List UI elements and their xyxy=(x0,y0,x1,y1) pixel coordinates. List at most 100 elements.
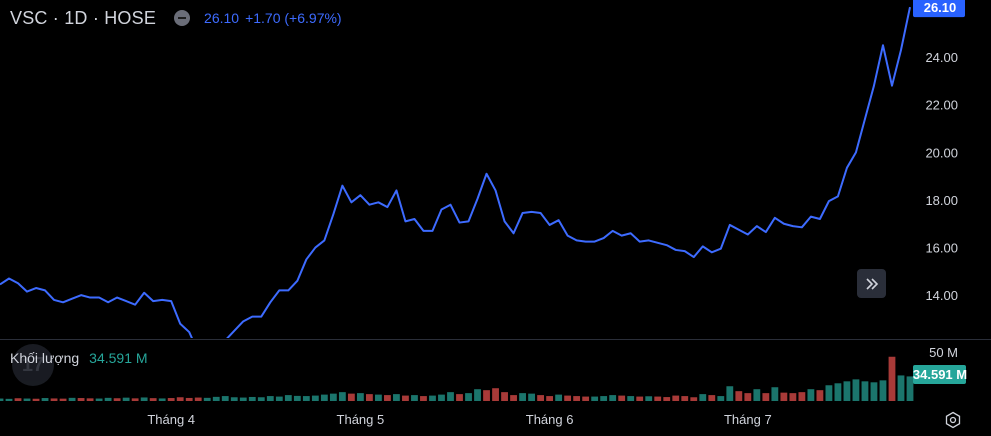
double-chevron-right-icon[interactable] xyxy=(857,269,886,298)
volume-bar xyxy=(726,386,734,401)
last-price: 26.10 xyxy=(204,10,240,26)
volume-bar xyxy=(546,396,554,401)
volume-bar xyxy=(780,392,788,401)
volume-label: Khối lượng xyxy=(10,350,80,366)
volume-bar xyxy=(167,398,175,401)
volume-bar xyxy=(158,398,166,401)
symbol-legend: VSC · 1D · HOSE 26.10 +1.70 (+6.97%) xyxy=(10,6,348,30)
volume-bar xyxy=(681,396,689,401)
volume-bar xyxy=(59,398,67,401)
volume-bar xyxy=(843,381,851,401)
volume-bar xyxy=(708,395,716,401)
y-tick-label: 24.00 xyxy=(925,50,958,65)
volume-bar xyxy=(582,396,590,401)
volume-bar xyxy=(239,397,247,401)
volume-bar xyxy=(618,395,626,401)
volume-bar xyxy=(762,393,770,401)
gear-icon[interactable] xyxy=(940,407,966,433)
volume-bar xyxy=(311,395,319,401)
volume-bar xyxy=(528,393,535,402)
volume-bar xyxy=(465,393,472,401)
volume-bar xyxy=(564,395,572,401)
volume-bar xyxy=(176,397,184,401)
volume-bar xyxy=(897,375,905,401)
volume-bar xyxy=(573,396,581,401)
volume-bar xyxy=(789,393,797,401)
volume-bar xyxy=(356,393,364,401)
volume-bar xyxy=(402,395,409,401)
volume-bar xyxy=(140,397,148,401)
volume-bar xyxy=(131,398,139,402)
volume-bar xyxy=(816,390,824,401)
volume-bar xyxy=(221,396,229,401)
volume-y-tick-label: 50 M xyxy=(929,345,958,360)
volume-bar xyxy=(717,396,725,401)
price-line-series xyxy=(0,6,911,338)
volume-bar xyxy=(248,396,256,401)
volume-bar xyxy=(230,397,238,401)
volume-bar xyxy=(14,398,22,401)
volume-bar xyxy=(852,379,860,401)
volume-bar xyxy=(735,391,743,401)
volume-bar xyxy=(456,394,463,401)
volume-bar xyxy=(879,380,887,401)
volume-bar xyxy=(5,398,13,401)
volume-bar xyxy=(302,396,310,401)
volume-bar xyxy=(591,396,599,401)
volume-bar xyxy=(68,397,76,401)
volume-bar xyxy=(122,397,130,401)
volume-bar xyxy=(609,395,617,401)
x-tick-label: Tháng 5 xyxy=(337,412,385,427)
hide-series-icon[interactable] xyxy=(174,10,191,26)
volume-bar xyxy=(510,395,517,401)
volume-bar xyxy=(203,397,211,401)
volume-bar xyxy=(149,398,157,401)
volume-bar xyxy=(501,392,508,401)
symbol-title: VSC · 1D · HOSE xyxy=(10,7,157,28)
volume-bar xyxy=(0,398,4,401)
volume-bar xyxy=(375,394,382,401)
volume-bar xyxy=(338,392,346,401)
volume-bar xyxy=(23,398,31,401)
volume-bar xyxy=(185,397,193,401)
x-tick-label: Tháng 4 xyxy=(147,412,195,427)
last-price-badge xyxy=(913,0,965,18)
y-tick-label: 20.00 xyxy=(925,145,958,160)
volume-bar xyxy=(645,396,653,401)
volume-bar xyxy=(771,387,779,401)
volume-bar xyxy=(95,398,103,401)
volume-bar xyxy=(870,382,878,401)
volume-bar xyxy=(284,395,292,401)
volume-bar xyxy=(411,395,418,401)
volume-bar xyxy=(347,393,355,402)
volume-bar xyxy=(690,397,698,401)
y-tick-label: 22.00 xyxy=(925,98,958,113)
volume-bar xyxy=(366,394,373,401)
volume-bar xyxy=(807,389,815,401)
volume-bar xyxy=(753,389,761,401)
tradingview-logo-icon[interactable]: 17 xyxy=(12,344,54,386)
volume-bar xyxy=(600,396,608,401)
volume-bar xyxy=(420,396,427,401)
x-tick-label: Tháng 6 xyxy=(526,412,574,427)
volume-value: 34.591 M xyxy=(89,350,148,366)
volume-bar xyxy=(320,394,328,401)
volume-bar xyxy=(50,398,58,401)
price-change: +1.70 (+6.97%) xyxy=(245,10,342,26)
volume-bar xyxy=(32,398,40,401)
volume-bar xyxy=(104,397,112,401)
volume-bar xyxy=(474,389,481,401)
volume-bar xyxy=(906,376,914,401)
volume-bar xyxy=(672,395,680,401)
volume-bar xyxy=(699,394,707,401)
last-price-badge-label: 26.10 xyxy=(924,0,957,15)
volume-bar xyxy=(888,356,896,401)
volume-bar xyxy=(86,398,94,402)
volume-bar xyxy=(663,397,671,401)
volume-bar xyxy=(384,395,391,401)
volume-bar xyxy=(266,396,274,401)
volume-bar xyxy=(537,395,544,401)
volume-bar xyxy=(798,392,806,401)
volume-bar xyxy=(77,398,85,401)
